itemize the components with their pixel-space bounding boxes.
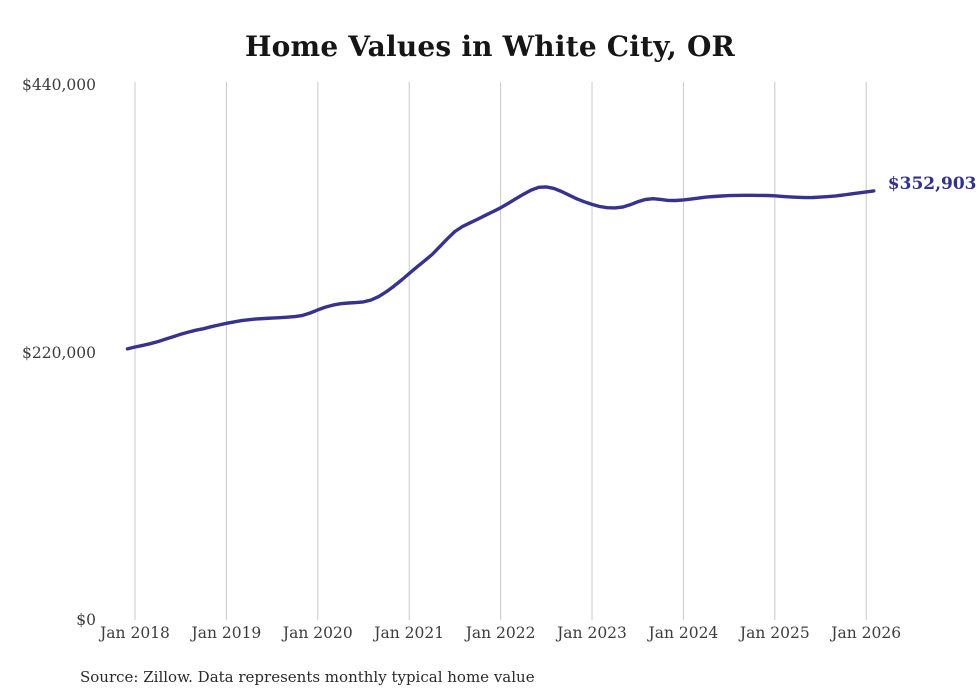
y-axis-tick-label: $0 <box>76 611 96 629</box>
x-axis-tick-label: Jan 2026 <box>831 624 902 642</box>
y-axis-tick-label: $220,000 <box>22 343 96 362</box>
x-axis-tick-label: Jan 2020 <box>282 624 353 642</box>
x-axis-tick-label: Jan 2021 <box>374 624 445 642</box>
x-axis-tick-label: Jan 2025 <box>739 624 810 642</box>
chart-title: Home Values in White City, OR <box>244 30 736 63</box>
latest-value-label: $352,903 <box>887 173 977 194</box>
source-note: Source: Zillow. Data represents monthly … <box>80 668 535 686</box>
y-axis-tick-label: $440,000 <box>22 76 96 94</box>
x-axis-tick-label: Jan 2023 <box>557 624 627 642</box>
x-axis-tick-label: Jan 2022 <box>465 624 536 642</box>
x-axis-tick-label: Jan 2024 <box>648 624 719 642</box>
x-axis-tick-label: Jan 2018 <box>100 624 170 642</box>
x-axis-tick-label: Jan 2019 <box>191 624 262 642</box>
home-value-line <box>125 185 876 351</box>
